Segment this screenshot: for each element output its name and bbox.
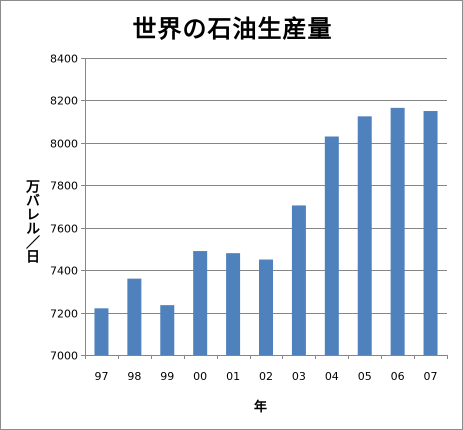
x-axis-label: 年 [254, 400, 268, 415]
bar-06 [390, 107, 405, 355]
x-tick-label: 00 [193, 370, 207, 383]
bars [94, 107, 438, 356]
y-tick-label: 8000 [50, 138, 78, 151]
x-tick-label: 01 [226, 370, 240, 383]
y-tick-labels: 7000 7200 7400 7600 7800 8000 8200 8400 [50, 53, 78, 363]
bar-01 [226, 253, 241, 355]
x-tick-label: 98 [127, 370, 141, 383]
x-tick-label: 03 [292, 370, 306, 383]
x-tick-label: 04 [325, 370, 339, 383]
bar-07 [423, 111, 438, 356]
y-tick-label: 7400 [50, 265, 78, 278]
x-tick-label: 05 [358, 370, 372, 383]
chart-title: 世界の石油生産量 [132, 15, 333, 43]
y-tick-label: 7200 [50, 308, 78, 321]
bar-00 [193, 251, 208, 355]
bar-03 [291, 205, 306, 355]
bar-99 [160, 305, 175, 355]
x-tick-label: 02 [259, 370, 273, 383]
y-tick-label: 7000 [50, 350, 78, 363]
bar-97 [94, 308, 109, 355]
x-tick-label: 99 [160, 370, 174, 383]
y-tick-label: 8200 [50, 95, 78, 108]
x-tick-labels: 97 98 99 00 01 02 03 04 05 06 07 [94, 370, 437, 383]
x-tick-label: 07 [424, 370, 438, 383]
bar-98 [127, 278, 142, 355]
x-tick-label: 97 [94, 370, 108, 383]
x-tick-label: 06 [391, 370, 405, 383]
axes [81, 58, 448, 359]
bar-02 [259, 259, 273, 355]
y-tick-label: 7600 [50, 223, 78, 236]
y-tick-label: 7800 [50, 180, 78, 193]
bar-04 [324, 136, 339, 355]
y-tick-label: 8400 [50, 53, 78, 66]
y-axis-label: 万バレル／日 [24, 179, 40, 263]
bar-05 [357, 116, 372, 355]
